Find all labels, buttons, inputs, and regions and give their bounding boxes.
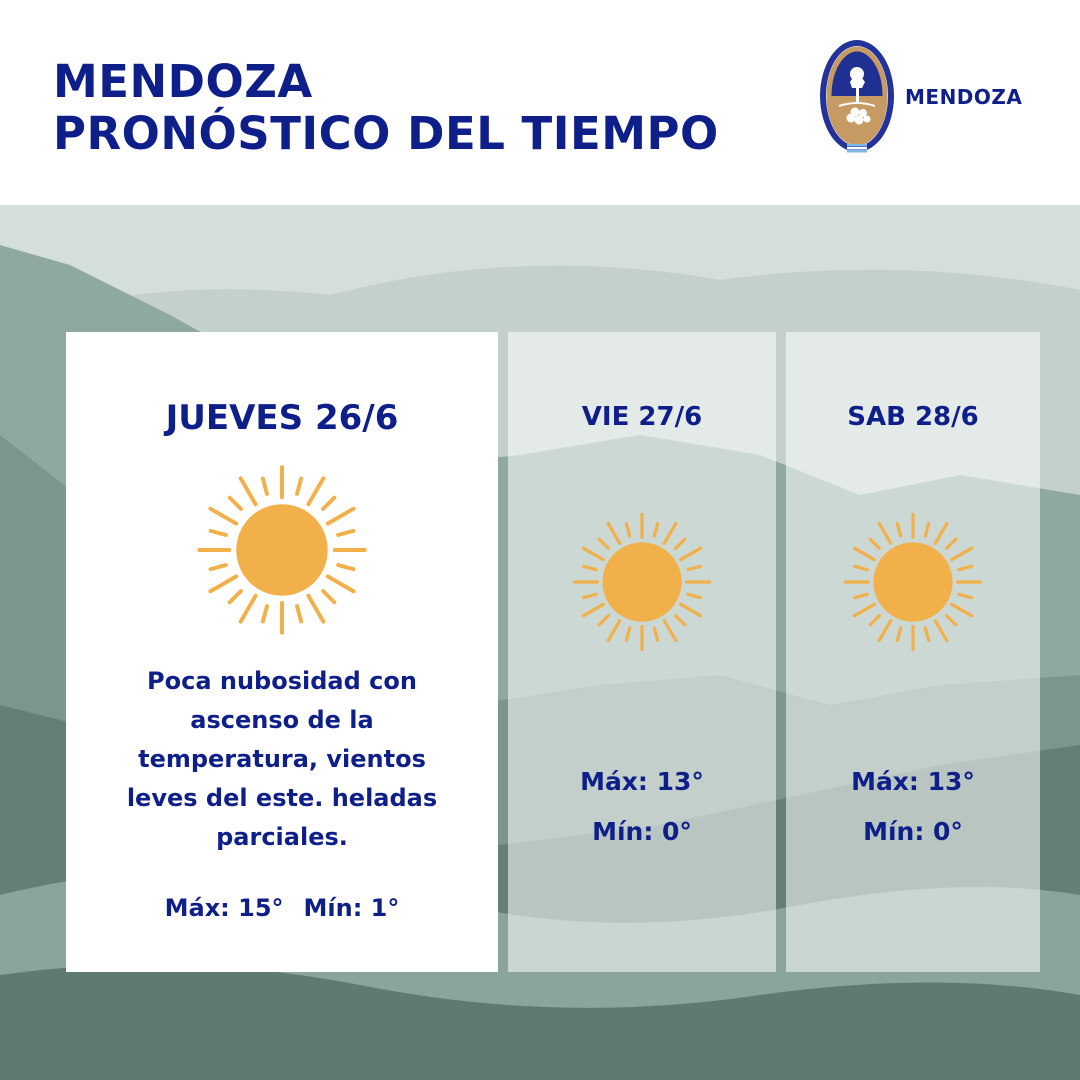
sun-icon [197,465,367,635]
today-min-temp: Mín: 1° [303,894,400,922]
min-temp: Mín: 0° [592,817,692,846]
day-forecast-card: VIE 27/6 [508,332,776,972]
today-temperatures: Máx: 15° Mín: 1° [66,894,498,922]
mendoza-shield-logo [820,40,894,153]
today-max-temp: Máx: 15° [164,894,284,922]
max-temp: Máx: 13° [851,767,975,796]
today-description: Poca nubosidad con ascenso de la tempera… [126,667,438,851]
day-title: VIE 27/6 [581,402,703,432]
day-forecast-card: SAB 28/6 [786,332,1040,972]
page-title: MENDOZA PRONÓSTICO DEL TIEMPO [53,56,719,160]
title-line-city: MENDOZA [53,55,313,108]
header: MENDOZA PRONÓSTICO DEL TIEMPO MENDOZA [0,0,1080,205]
day-title: SAB 28/6 [847,402,979,432]
today-day-title: JUEVES 26/6 [165,398,399,438]
max-temp: Máx: 13° [580,767,704,796]
sun-icon [843,512,983,652]
title-line-subtitle: PRONÓSTICO DEL TIEMPO [53,107,719,160]
sun-icon [572,512,712,652]
logo-text: MENDOZA [905,85,1023,109]
today-forecast-card: JUEVES 26/6 [66,332,498,972]
min-temp: Mín: 0° [863,817,963,846]
